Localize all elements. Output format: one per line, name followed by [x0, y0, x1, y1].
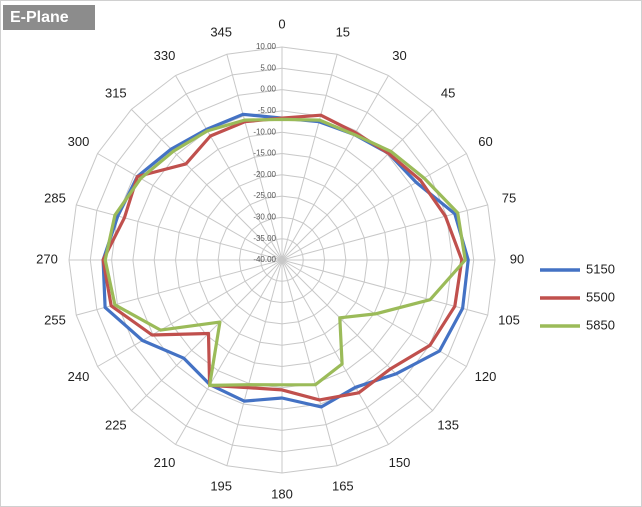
- r-tick-label: -5.00: [258, 106, 277, 115]
- angle-label: 30: [392, 48, 406, 63]
- series-line: [101, 113, 464, 402]
- spoke: [175, 259, 283, 445]
- spoke: [281, 153, 467, 261]
- angle-label: 75: [502, 191, 516, 206]
- r-tick-label: -40.00: [253, 255, 276, 264]
- angle-label: 120: [475, 369, 497, 384]
- spoke: [131, 109, 283, 261]
- spoke: [97, 153, 283, 261]
- chart-title: E-Plane: [10, 9, 69, 26]
- angle-label: 285: [44, 191, 66, 206]
- spoke: [281, 75, 389, 261]
- spoke: [226, 259, 283, 466]
- r-tick-label: 10.00: [256, 42, 277, 51]
- title-box: [3, 5, 95, 30]
- angle-label: 90: [510, 251, 524, 266]
- spoke: [226, 54, 283, 261]
- angle-label: 15: [336, 24, 350, 39]
- r-tick-label: 5.00: [260, 63, 276, 72]
- r-tick-label: -15.00: [253, 149, 276, 158]
- spoke: [97, 259, 283, 367]
- angle-label: 330: [154, 48, 176, 63]
- spoke: [131, 259, 283, 411]
- angle-label: 300: [68, 134, 90, 149]
- angle-label: 270: [36, 251, 58, 266]
- spoke: [281, 259, 389, 445]
- angle-label: 345: [210, 24, 232, 39]
- r-tick-label: -10.00: [253, 127, 276, 136]
- legend-label: 5150: [586, 261, 615, 276]
- r-tick-label: -20.00: [253, 170, 276, 179]
- angle-label: 105: [498, 312, 520, 327]
- legend-label: 5500: [586, 289, 615, 304]
- angle-label: 45: [441, 85, 455, 100]
- angle-label: 315: [105, 85, 127, 100]
- spoke: [175, 75, 283, 261]
- angle-label: 150: [389, 455, 411, 470]
- angle-label: 255: [44, 312, 66, 327]
- angle-label: 60: [478, 134, 492, 149]
- angle-label: 210: [154, 455, 176, 470]
- angle-label: 180: [271, 486, 293, 501]
- r-tick-label: 0.00: [260, 85, 276, 94]
- legend-label: 5850: [586, 317, 615, 332]
- spoke: [281, 109, 433, 261]
- spoke: [281, 54, 338, 261]
- angle-label: 240: [68, 369, 90, 384]
- angle-label: 0: [278, 16, 285, 31]
- angle-label: 135: [437, 418, 459, 433]
- series-line: [103, 117, 467, 387]
- r-tick-label: -25.00: [253, 191, 276, 200]
- angle-label: 165: [332, 478, 354, 493]
- angle-label: 195: [210, 478, 232, 493]
- spoke: [76, 204, 283, 261]
- r-tick-label: -35.00: [253, 234, 276, 243]
- spoke: [281, 259, 338, 466]
- spoke: [281, 259, 433, 411]
- r-tick-label: -30.00: [253, 213, 276, 222]
- angle-label: 225: [105, 418, 127, 433]
